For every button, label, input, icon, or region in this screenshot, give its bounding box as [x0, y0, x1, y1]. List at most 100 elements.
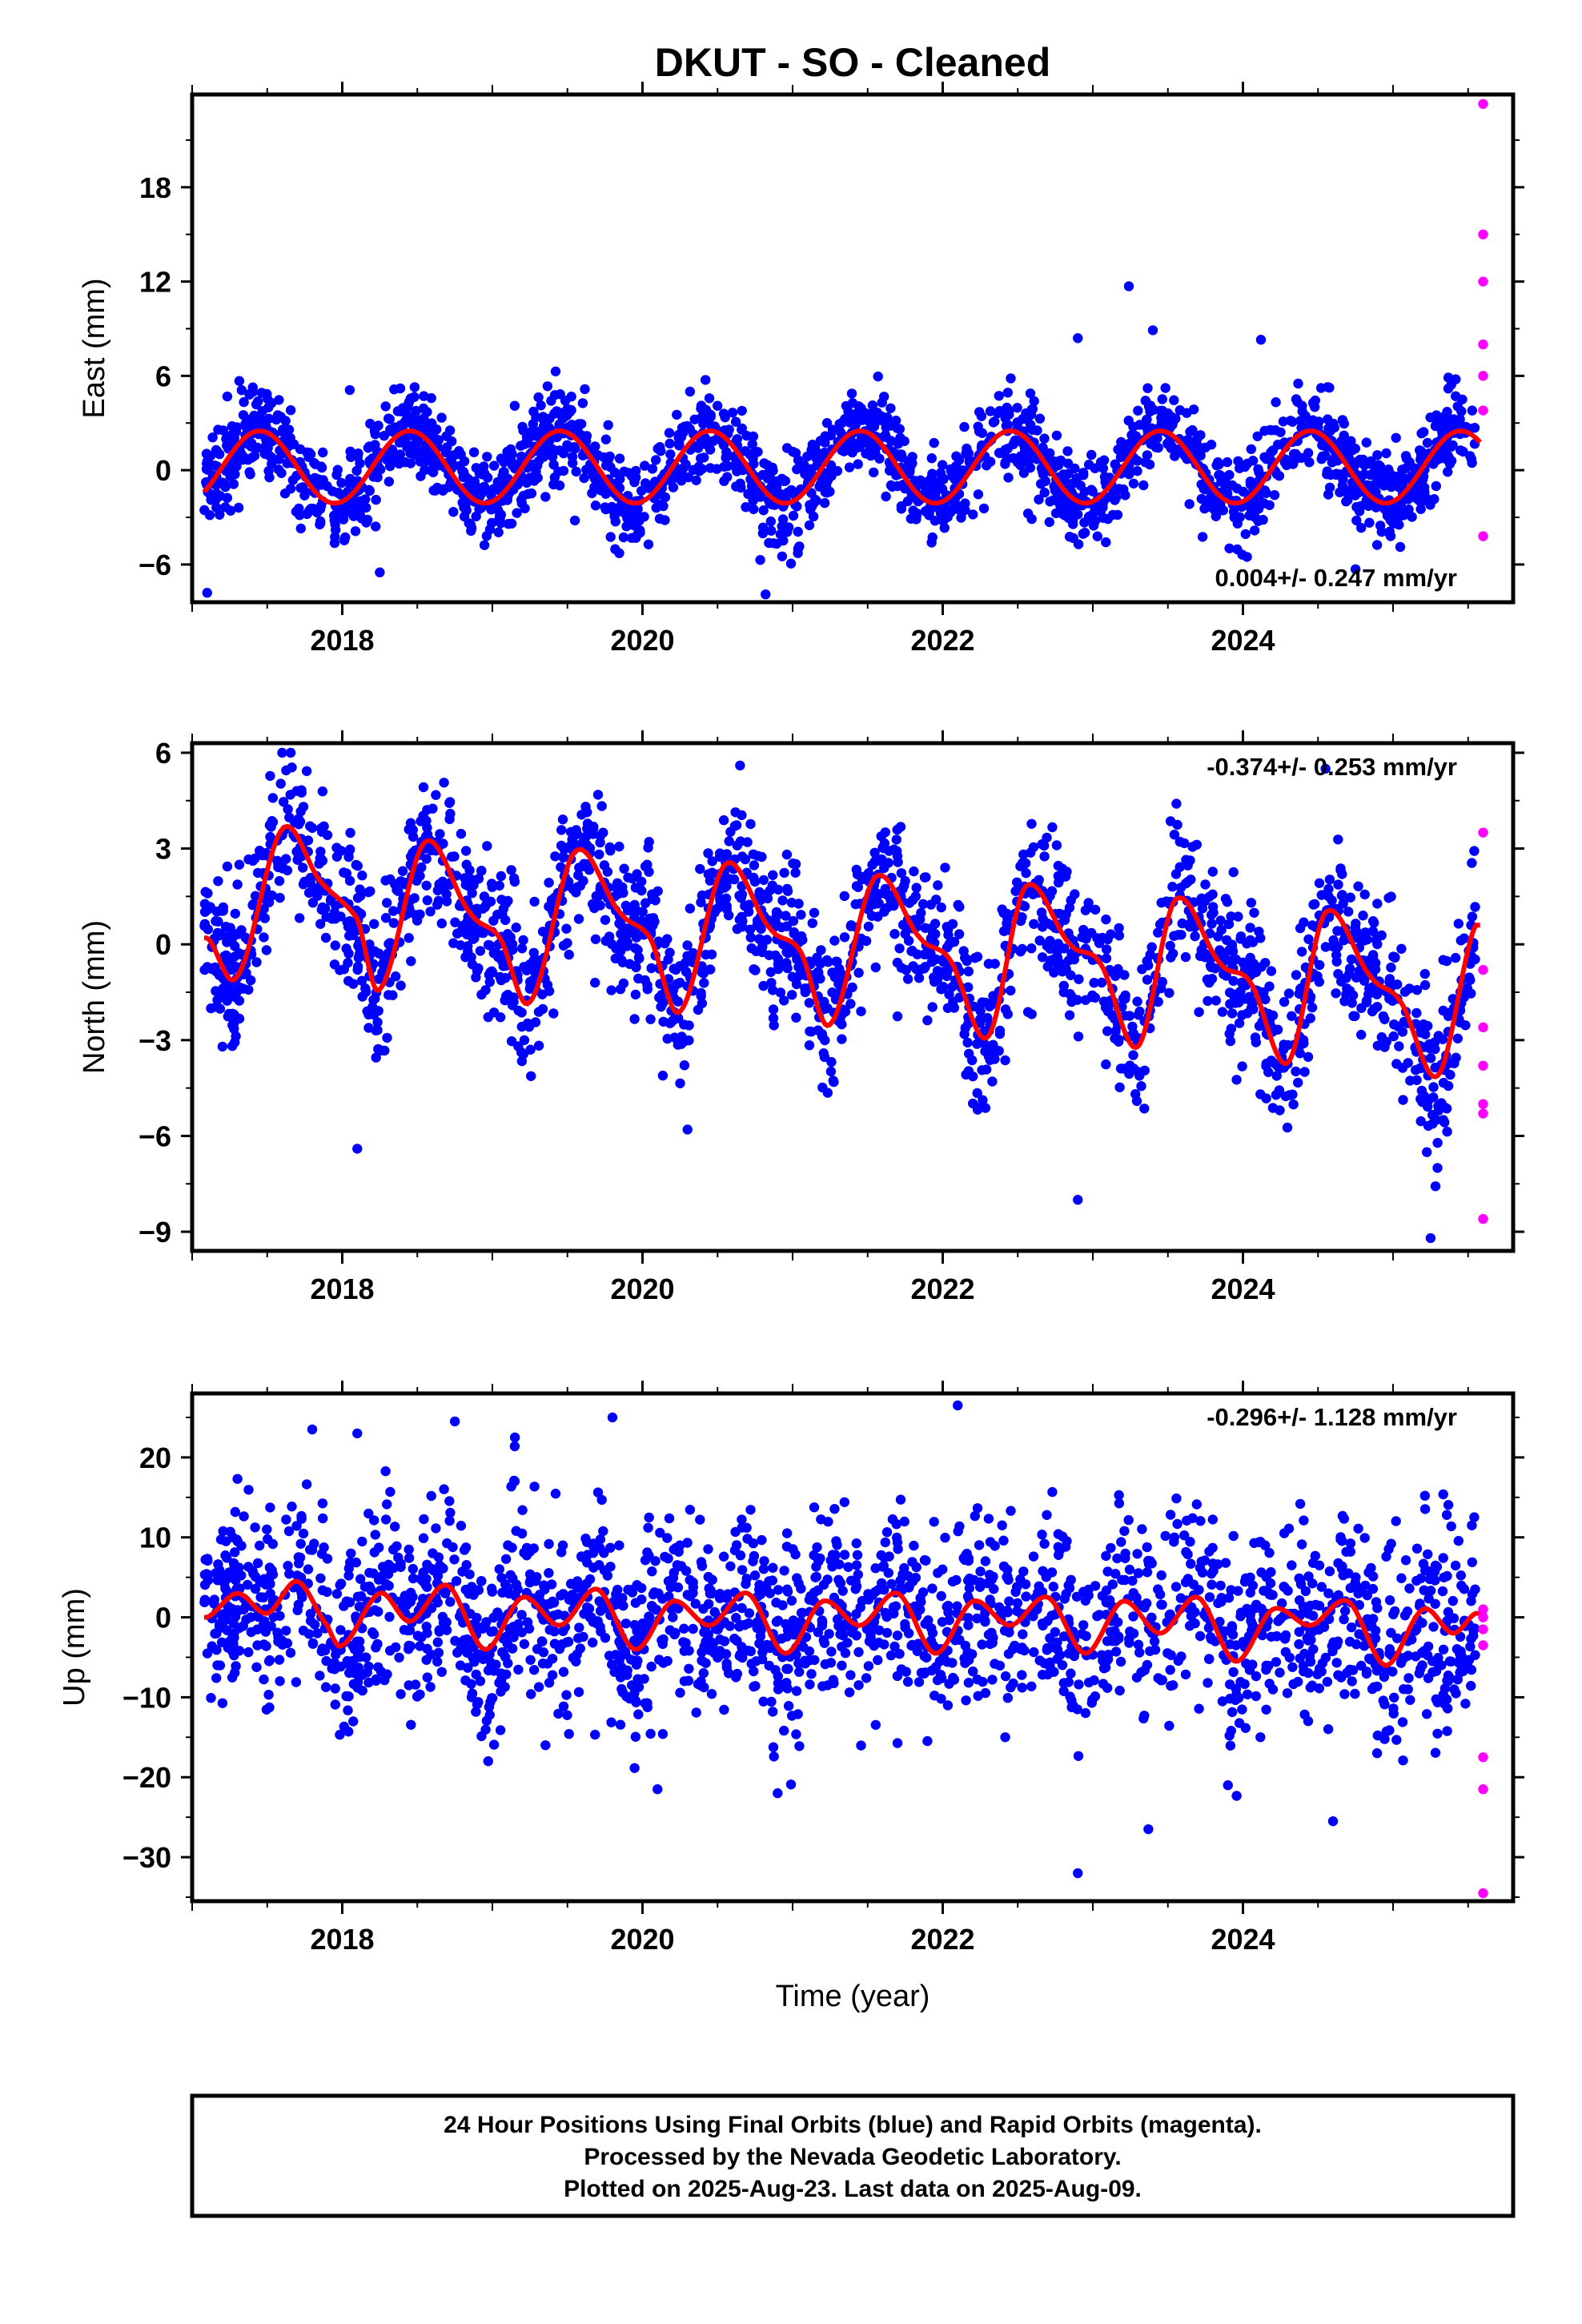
final-point	[1194, 1703, 1204, 1714]
final-point	[643, 842, 653, 853]
final-point	[1211, 995, 1222, 1006]
final-point	[1047, 822, 1058, 833]
final-point	[1180, 951, 1191, 963]
final-point	[1280, 1630, 1291, 1641]
final-point	[218, 1526, 228, 1537]
final-point	[496, 509, 506, 520]
final-point	[974, 426, 985, 436]
final-point	[471, 463, 481, 473]
final-point	[1322, 466, 1333, 476]
final-point	[1251, 505, 1262, 515]
final-point	[940, 862, 950, 873]
final-point	[335, 1625, 346, 1635]
final-point	[828, 1076, 839, 1086]
final-point	[203, 924, 213, 935]
final-point	[590, 501, 601, 511]
final-point	[1169, 395, 1179, 405]
final-point	[1366, 456, 1376, 467]
final-point	[805, 1026, 815, 1037]
final-point	[617, 882, 628, 893]
final-point	[243, 414, 254, 425]
final-point	[1316, 454, 1327, 464]
final-point	[1083, 898, 1094, 908]
final-point	[1428, 459, 1439, 469]
final-point	[1218, 505, 1229, 516]
final-point	[1237, 549, 1247, 560]
final-point	[936, 1590, 946, 1602]
final-point	[1145, 949, 1155, 960]
final-point	[448, 938, 459, 948]
final-point	[1095, 456, 1106, 468]
final-point	[1446, 441, 1456, 452]
final-point	[777, 551, 788, 561]
final-point	[525, 1044, 536, 1055]
final-point	[577, 398, 588, 408]
final-point	[479, 891, 490, 902]
final-point	[1467, 1557, 1478, 1568]
final-point	[851, 408, 862, 419]
final-point	[873, 371, 883, 382]
final-point	[917, 1587, 929, 1598]
final-point	[1199, 952, 1211, 963]
final-point	[1303, 448, 1314, 458]
final-point	[824, 467, 834, 477]
final-point	[959, 1029, 970, 1039]
final-point	[793, 899, 804, 909]
final-point	[553, 1708, 564, 1719]
final-point	[418, 415, 428, 425]
final-point	[1247, 967, 1258, 977]
final-point	[1165, 816, 1176, 826]
final-point	[1132, 456, 1142, 466]
final-point	[867, 400, 878, 411]
final-point	[1089, 978, 1099, 988]
final-point	[1314, 878, 1325, 889]
final-point	[699, 452, 709, 463]
final-point	[662, 934, 673, 944]
final-point	[1123, 281, 1134, 292]
final-point	[869, 847, 880, 858]
final-point	[317, 902, 328, 913]
final-point	[548, 1008, 559, 1019]
final-point	[232, 879, 243, 890]
final-point	[785, 558, 797, 569]
final-point	[298, 802, 309, 812]
final-point	[1000, 413, 1011, 424]
final-point	[1130, 1089, 1141, 1100]
final-point	[1438, 955, 1448, 965]
final-point	[234, 995, 245, 1006]
final-point	[853, 967, 864, 978]
final-point	[1278, 416, 1289, 427]
final-point	[926, 899, 937, 910]
final-point	[682, 1124, 693, 1135]
x-tick-label: 2018	[310, 624, 374, 657]
final-point	[1279, 996, 1290, 1007]
final-point	[737, 889, 748, 900]
final-point	[630, 989, 641, 1000]
final-point	[450, 917, 460, 927]
final-point	[1114, 931, 1125, 941]
final-point	[614, 548, 624, 558]
final-point	[968, 509, 978, 520]
final-point	[460, 873, 470, 883]
final-point	[590, 977, 600, 988]
final-point	[1442, 1126, 1452, 1137]
final-point	[536, 400, 546, 411]
final-point	[881, 416, 893, 427]
final-point	[339, 964, 349, 975]
final-point	[1322, 1676, 1333, 1687]
final-point	[1332, 926, 1343, 936]
final-point	[285, 432, 295, 444]
final-point	[1025, 388, 1036, 399]
final-point	[964, 1582, 975, 1594]
final-point	[635, 527, 645, 538]
final-point	[614, 941, 625, 951]
final-point	[533, 1007, 544, 1017]
final-point	[303, 835, 314, 846]
final-point	[234, 859, 245, 870]
final-point	[1255, 335, 1267, 345]
final-point	[938, 967, 949, 978]
final-point	[426, 1490, 436, 1502]
final-point	[516, 498, 528, 509]
final-point	[1018, 468, 1030, 478]
final-point	[682, 951, 693, 962]
